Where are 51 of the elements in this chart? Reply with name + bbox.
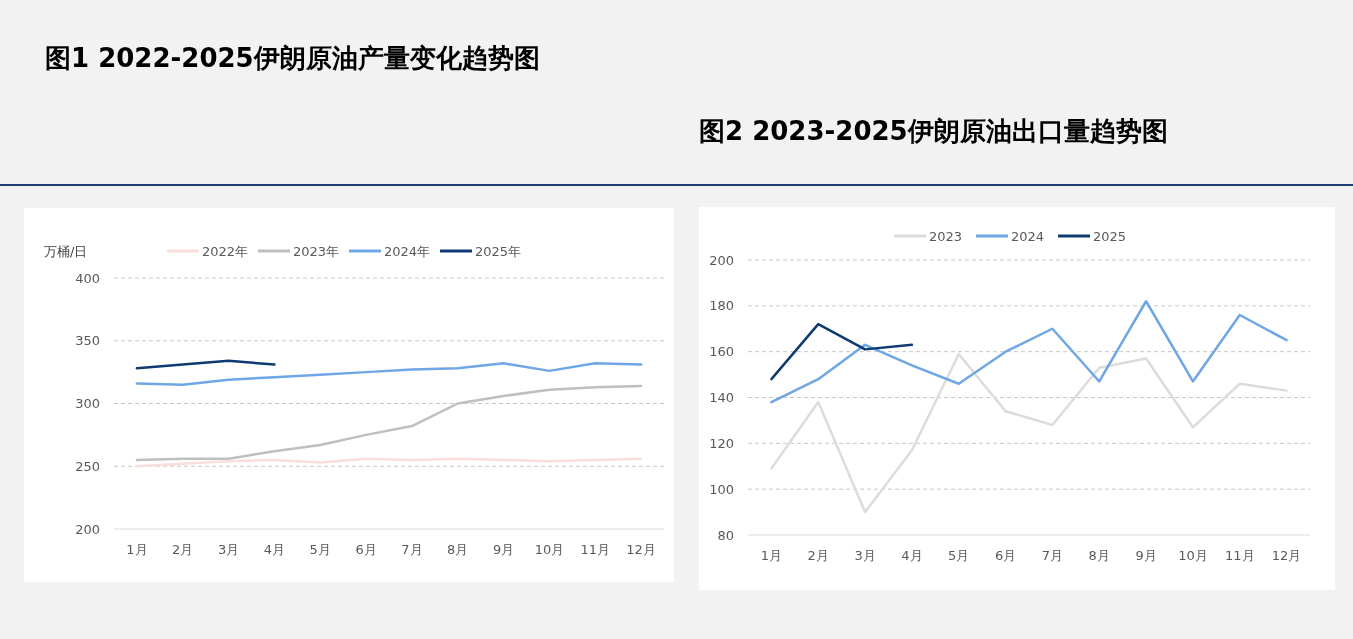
y-tick-label: 180 xyxy=(709,298,734,314)
legend-label: 2023 xyxy=(929,229,963,244)
x-tick-label: 7月 xyxy=(401,542,423,557)
y-tick-label: 200 xyxy=(75,521,100,537)
x-tick-label: 1月 xyxy=(126,542,148,557)
legend-label: 2024 xyxy=(1011,229,1045,244)
legend-label: 2022年 xyxy=(202,244,249,259)
x-tick-label: 3月 xyxy=(854,548,876,563)
x-tick-label: 11月 xyxy=(580,542,611,557)
chart-title: 图2 2023-2025伊朗原油出口量趋势图 xyxy=(699,116,1168,146)
x-tick-label: 11月 xyxy=(1224,548,1255,563)
x-tick-label: 9月 xyxy=(492,542,515,557)
y-tick-label: 160 xyxy=(709,344,734,360)
legend-label: 2023年 xyxy=(293,244,340,259)
x-tick-label: 5月 xyxy=(309,542,331,557)
x-tick-label: 2月 xyxy=(807,548,829,563)
y-tick-label: 120 xyxy=(709,435,734,451)
x-tick-label: 12月 xyxy=(1271,548,1302,563)
x-tick-label: 7月 xyxy=(1041,548,1064,563)
legend-label: 2025年 xyxy=(475,244,522,259)
x-tick-label: 5月 xyxy=(948,548,970,563)
x-tick-label: 4月 xyxy=(263,542,286,557)
x-tick-label: 10月 xyxy=(534,542,565,557)
legend-label: 2025 xyxy=(1093,229,1127,244)
x-tick-label: 6月 xyxy=(994,548,1017,563)
line-series xyxy=(770,322,914,381)
y-tick-label: 100 xyxy=(709,481,734,497)
x-tick-label: 10月 xyxy=(1178,548,1208,563)
y-tick-label: 400 xyxy=(75,270,100,286)
y-tick-label: 80 xyxy=(717,527,734,543)
x-tick-label: 8月 xyxy=(1088,548,1110,563)
y-tick-label: 350 xyxy=(75,333,100,349)
x-tick-label: 4月 xyxy=(901,548,923,563)
line-series xyxy=(135,362,643,386)
x-tick-label: 9月 xyxy=(1135,548,1157,563)
x-tick-label: 3月 xyxy=(217,542,240,557)
x-tick-label: 12月 xyxy=(626,542,656,557)
y-axis-title: 万桶/日 xyxy=(44,244,88,259)
x-tick-label: 6月 xyxy=(355,542,377,557)
line-series xyxy=(135,457,643,468)
x-tick-label: 1月 xyxy=(760,548,783,563)
y-tick-label: 250 xyxy=(75,458,100,474)
y-tick-label: 200 xyxy=(709,252,734,268)
chart-title: 图1 2022-2025伊朗原油产量变化趋势图 xyxy=(45,43,540,73)
y-tick-label: 300 xyxy=(75,396,100,412)
line-series xyxy=(770,352,1288,514)
legend-label: 2024年 xyxy=(384,244,431,259)
x-tick-label: 8月 xyxy=(447,542,469,557)
x-tick-label: 2月 xyxy=(172,542,194,557)
y-tick-label: 140 xyxy=(709,390,734,406)
line-series xyxy=(770,300,1288,404)
